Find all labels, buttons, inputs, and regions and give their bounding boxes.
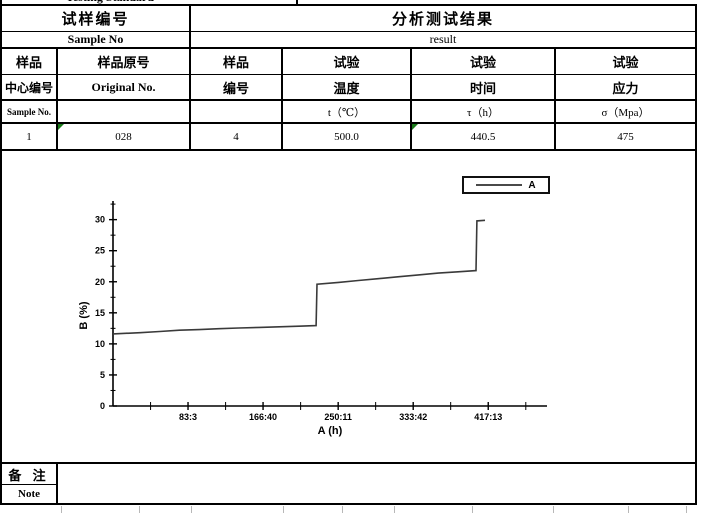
result-group-zh-label: 分析测试结果 <box>391 12 494 28</box>
data-cell-sample-no[interactable]: 1 <box>2 124 58 149</box>
legend-line-swatch <box>476 184 523 186</box>
note-content-cell[interactable] <box>58 464 695 503</box>
cell-sample-group-en[interactable]: Sample No <box>2 32 191 49</box>
cell-colD-sub[interactable]: t（℃） <box>283 101 412 124</box>
sample-id-value: 4 <box>233 130 239 143</box>
x-axis-title: A (h) <box>318 425 343 437</box>
y-tick-label: 15 <box>95 308 105 318</box>
colF-line1-label: 试验 <box>612 55 639 70</box>
cell-colE-sub[interactable]: τ（h） <box>412 101 556 124</box>
x-tick-label: 333:42 <box>399 412 427 422</box>
cell-sample-group-zh[interactable]: 试样编号 <box>2 6 191 32</box>
cell-colD-line1[interactable]: 试验 <box>283 49 412 75</box>
data-cell-time[interactable]: 440.5 <box>412 124 556 149</box>
y-tick-label: 30 <box>95 215 105 225</box>
cell-colF-line1[interactable]: 试验 <box>556 49 695 75</box>
sample-group-en-label: Sample No <box>67 32 124 46</box>
cell-colF-sub[interactable]: σ（Mpa） <box>556 101 695 124</box>
sheet-gridline <box>139 506 140 513</box>
cell-colA-line2[interactable]: 中心编号 <box>2 75 58 101</box>
colE-unit-label: τ（h） <box>467 106 499 119</box>
data-cell-sample-id[interactable]: 4 <box>191 124 283 149</box>
cell-colB-sub[interactable] <box>58 101 191 124</box>
sheet-gridline <box>191 506 192 513</box>
y-tick-label: 20 <box>95 277 105 287</box>
sheet-gridline <box>394 506 395 513</box>
colF-unit-label: σ（Mpa） <box>601 106 650 119</box>
colD-line2-label: 温度 <box>333 80 360 96</box>
cell-colE-line2[interactable]: 时间 <box>412 75 556 101</box>
creep-curve-plot: 0 5 10 15 20 25 30 83:3 166:40 250:11 333:42 417:13… <box>78 201 547 437</box>
error-flag-triangle <box>412 124 418 130</box>
colC-line2-label: 编号 <box>222 80 249 96</box>
y-tick-label: 5 <box>100 370 105 380</box>
original-no-value: 028 <box>115 130 132 143</box>
colB-line2-label: Original No. <box>91 79 156 94</box>
colE-line2-label: 时间 <box>469 80 496 96</box>
sheet-gridline <box>628 506 629 513</box>
cell-divider <box>296 0 298 4</box>
colC-line1-label: 样品 <box>222 55 249 70</box>
x-tick-label: 417:13 <box>474 412 502 422</box>
colF-line2-label: 应力 <box>612 80 639 96</box>
x-tick-label: 83:3 <box>179 412 197 422</box>
colD-line1-label: 试验 <box>333 55 360 70</box>
note-header-cell[interactable]: 备 注 Note <box>2 464 58 503</box>
cell-colE-line1[interactable]: 试验 <box>412 49 556 75</box>
legend-series-label: A <box>528 179 536 191</box>
cell-colC-sub[interactable] <box>191 101 283 124</box>
y-tick-label: 25 <box>95 246 105 256</box>
colA-sub-label: Sample No. <box>6 106 51 117</box>
y-axis-title: B (%) <box>78 301 90 329</box>
cell-result-group-en[interactable]: result <box>191 32 695 49</box>
y-tick-label: 0 <box>100 401 105 411</box>
note-row: 备 注 Note <box>0 462 697 505</box>
colD-unit-label: t（℃） <box>327 106 366 119</box>
time-value: 440.5 <box>470 130 496 143</box>
chart-legend[interactable]: A <box>462 176 550 194</box>
result-group-en-label: result <box>429 32 457 46</box>
cell-colC-line1[interactable]: 样品 <box>191 49 283 75</box>
cell-colA-line1[interactable]: 样品 <box>2 49 58 75</box>
sample-group-zh-label: 试样编号 <box>61 12 130 28</box>
x-tick-label: 250:11 <box>324 412 352 422</box>
y-tick-label: 10 <box>95 339 105 349</box>
stress-value: 475 <box>617 130 634 143</box>
embedded-chart[interactable]: 0 5 10 15 20 25 30 83:3 166:40 250:11 333:42 417:13… <box>0 151 697 462</box>
cell-colB-line1[interactable]: 样品原号 <box>58 49 191 75</box>
cell-colB-line2[interactable]: Original No. <box>58 75 191 101</box>
colA-line1-label: 样品 <box>15 55 42 70</box>
cutoff-row-testing-standard: Testing Standard <box>0 0 697 4</box>
error-flag-triangle <box>58 124 64 130</box>
data-cell-temperature[interactable]: 500.0 <box>283 124 412 149</box>
note-zh-label: 备 注 <box>2 464 56 485</box>
note-en-label: Note <box>18 488 40 500</box>
sheet-gridline <box>472 506 473 513</box>
data-cell-original-no[interactable]: 028 <box>58 124 191 149</box>
sheet-gridline <box>553 506 554 513</box>
sheet-gridline <box>61 506 62 513</box>
cell-colC-line2[interactable]: 编号 <box>191 75 283 101</box>
testing-standard-label: Testing Standard <box>66 0 154 4</box>
sheet-gridline <box>283 506 284 513</box>
colE-line1-label: 试验 <box>469 55 496 70</box>
x-tick-label: 166:40 <box>249 412 277 422</box>
temperature-value: 500.0 <box>334 130 359 143</box>
colA-line2-label: 中心编号 <box>4 80 53 95</box>
colB-line1-label: 样品原号 <box>97 55 150 70</box>
sheet-gridline <box>342 506 343 513</box>
cell-colA-sub[interactable]: Sample No. <box>2 101 58 124</box>
cutoff-spreadsheet-gridlines <box>0 505 702 513</box>
result-table: 试样编号 分析测试结果 Sample No result 样品 样品原号 样品 … <box>0 4 697 151</box>
cell-result-group-zh[interactable]: 分析测试结果 <box>191 6 695 32</box>
sample-no-value: 1 <box>26 130 32 143</box>
cell-colD-line2[interactable]: 温度 <box>283 75 412 101</box>
series-A-curve <box>112 219 486 335</box>
cell-colF-line2[interactable]: 应力 <box>556 75 695 101</box>
sheet-gridline <box>686 506 687 513</box>
data-cell-stress[interactable]: 475 <box>556 124 695 149</box>
